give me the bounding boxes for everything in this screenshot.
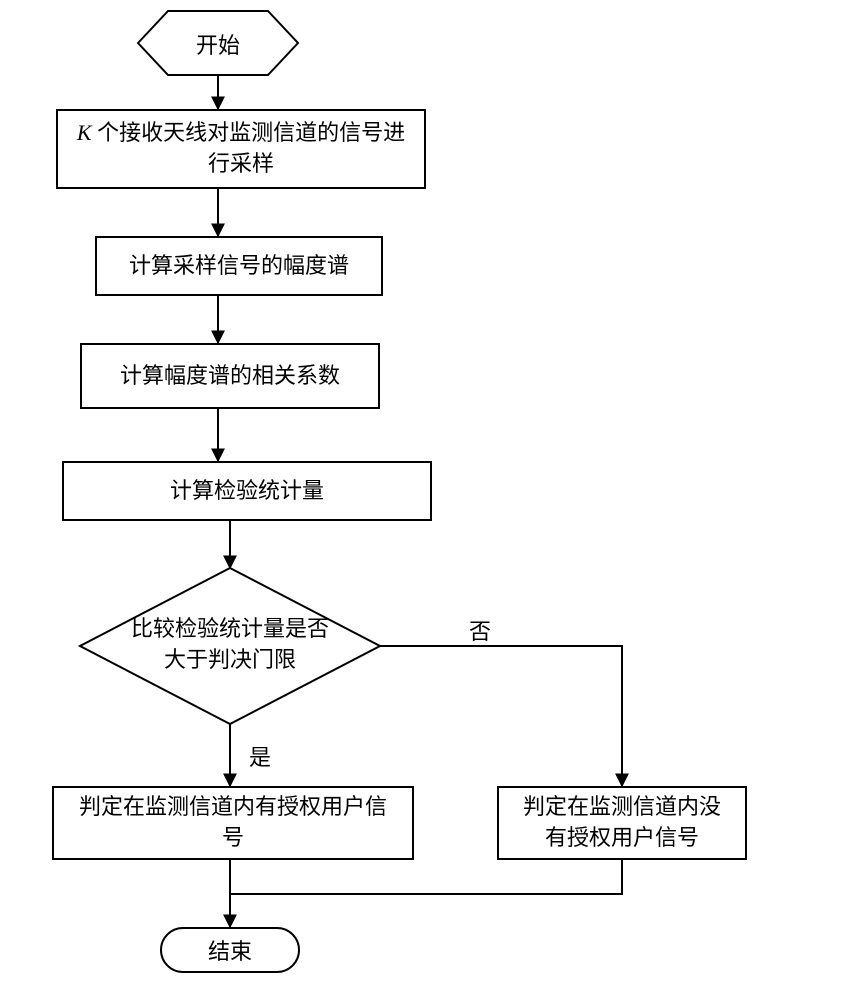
k-symbol: K bbox=[77, 120, 97, 145]
end-node: 结束 bbox=[160, 927, 300, 973]
start-node: 开始 bbox=[168, 28, 268, 60]
decision-text: 比较检验统计量是否 大于判决门限 bbox=[110, 614, 350, 676]
branch-yes-label: 是 bbox=[240, 740, 280, 772]
step-test-statistic: 计算检验统计量 bbox=[62, 461, 432, 521]
step-amplitude-spectrum: 计算采样信号的幅度谱 bbox=[95, 236, 383, 296]
step-sampling: K 个接收天线对监测信道的信号进行采样 bbox=[56, 109, 426, 189]
step-sampling-text: K 个接收天线对监测信道的信号进行采样 bbox=[66, 118, 416, 180]
result-signal-present: 判定在监测信道内有授权用户信 号 bbox=[52, 786, 414, 860]
branch-no-label: 否 bbox=[460, 614, 500, 646]
result-signal-absent: 判定在监测信道内没 有授权用户信号 bbox=[497, 786, 747, 860]
step-correlation-coeff: 计算幅度谱的相关系数 bbox=[80, 343, 380, 409]
